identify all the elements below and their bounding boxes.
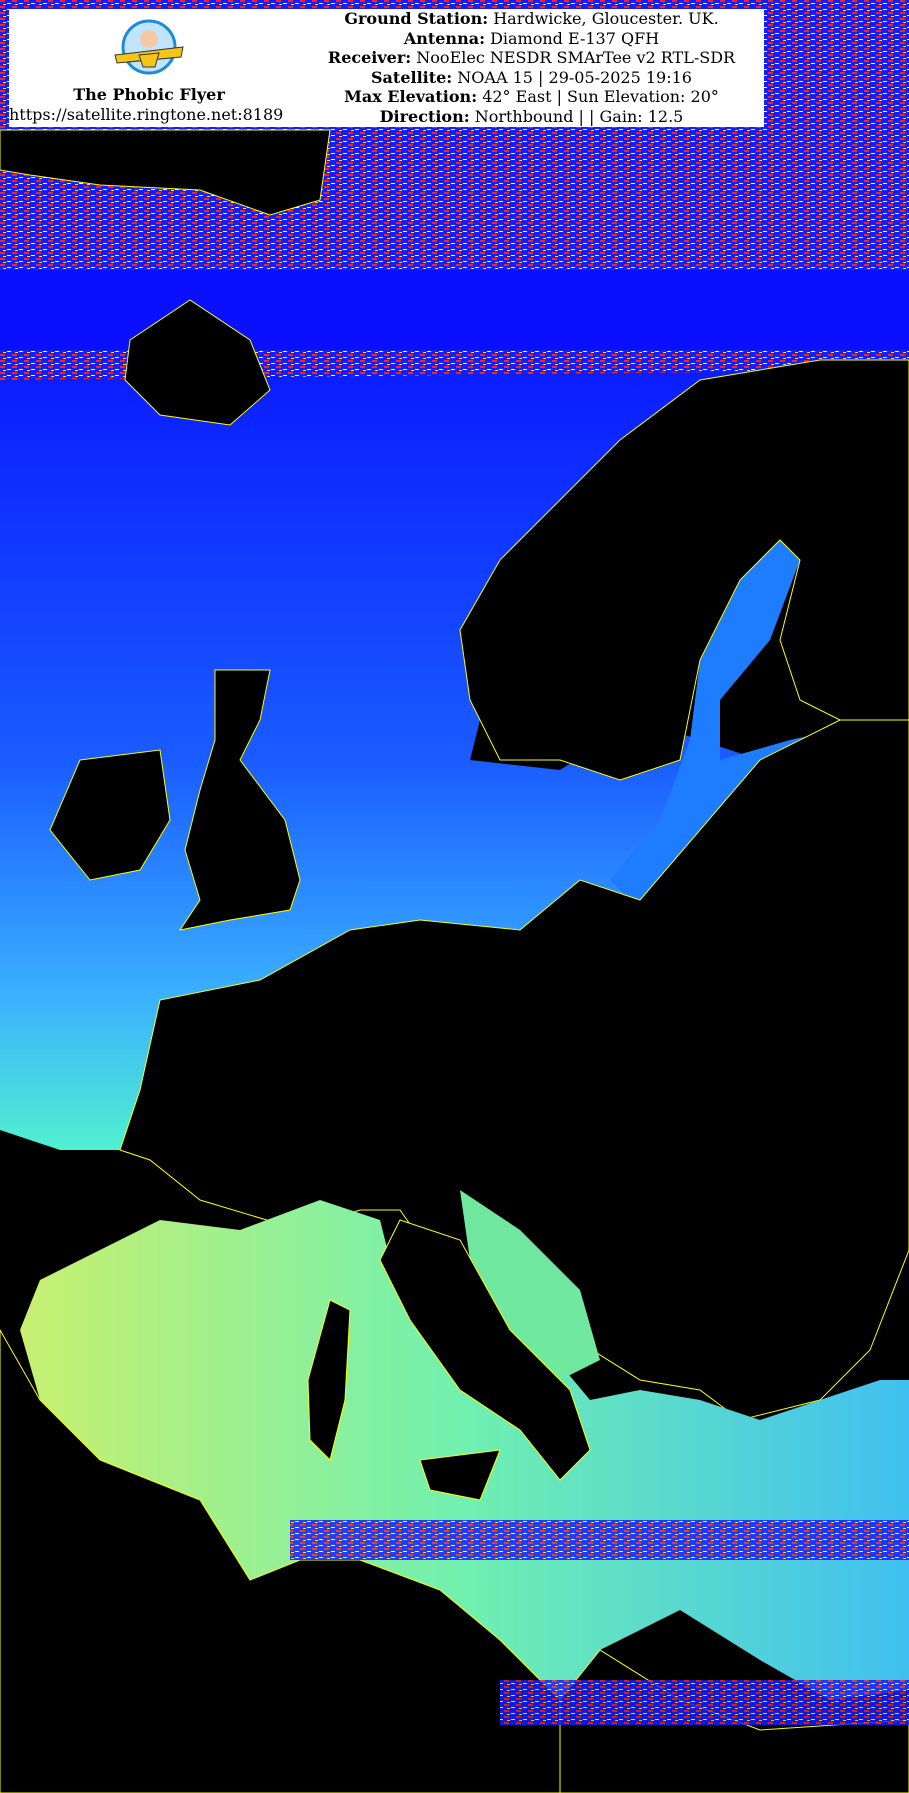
satellite-value: NOAA 15 | 29-05-2025 19:16 <box>457 67 692 87</box>
greenland <box>0 129 331 216</box>
direction-line: Direction: Northbound | | Gain: 12.5 <box>299 107 764 127</box>
phobic-flyer-logo <box>114 19 184 75</box>
brand-name: The Phobic Flyer <box>73 85 225 104</box>
brand-url: https://satellite.ringtone.net:8189 <box>9 105 284 124</box>
satellite-label: Satellite: <box>371 67 453 87</box>
receiver-label: Receiver: <box>327 48 412 67</box>
direction-label: Direction: <box>379 106 470 126</box>
info-header: The Phobic Flyer https://satellite.ringt… <box>9 9 764 127</box>
baltic-sea <box>610 540 880 910</box>
noise-band-bottom <box>500 1680 909 1725</box>
max-elevation-line: Max Elevation: 42° East | Sun Elevation:… <box>299 87 764 107</box>
great-britain <box>178 669 301 931</box>
ireland <box>49 749 171 881</box>
max-elevation-label: Max Elevation: <box>344 87 478 106</box>
adriatic-sea <box>460 1190 600 1380</box>
brand-block: The Phobic Flyer https://satellite.ringt… <box>9 9 289 127</box>
atlantic-ocean <box>0 370 909 1150</box>
antenna-value: Diamond E-137 QFH <box>490 28 660 48</box>
receiver-value: NooElec NESDR SMArTee v2 RTL-SDR <box>416 48 736 67</box>
antenna-line: Antenna: Diamond E-137 QFH <box>299 29 764 49</box>
direction-value: Northbound | | Gain: 12.5 <box>474 106 684 126</box>
antenna-label: Antenna: <box>403 28 485 48</box>
receiver-line: Receiver: NooElec NESDR SMArTee v2 RTL-S… <box>299 48 764 68</box>
ground-station-label: Ground Station: <box>344 9 489 28</box>
sicily <box>419 1449 501 1501</box>
ground-station-line: Ground Station: Hardwicke, Gloucester. U… <box>299 9 764 29</box>
scandinavia <box>459 359 909 781</box>
ground-station-value: Hardwicke, Gloucester. UK. <box>493 9 719 28</box>
satellite-line: Satellite: NOAA 15 | 29-05-2025 19:16 <box>299 68 764 88</box>
italy <box>379 1219 591 1481</box>
max-elevation-value: 42° East | Sun Elevation: 20° <box>482 87 719 106</box>
pass-info: Ground Station: Hardwicke, Gloucester. U… <box>299 9 764 126</box>
mediterranean-sea <box>20 1200 909 1700</box>
iceland <box>124 299 271 426</box>
sardinia-corsica <box>307 1299 351 1461</box>
noise-band-mid <box>290 1520 909 1560</box>
